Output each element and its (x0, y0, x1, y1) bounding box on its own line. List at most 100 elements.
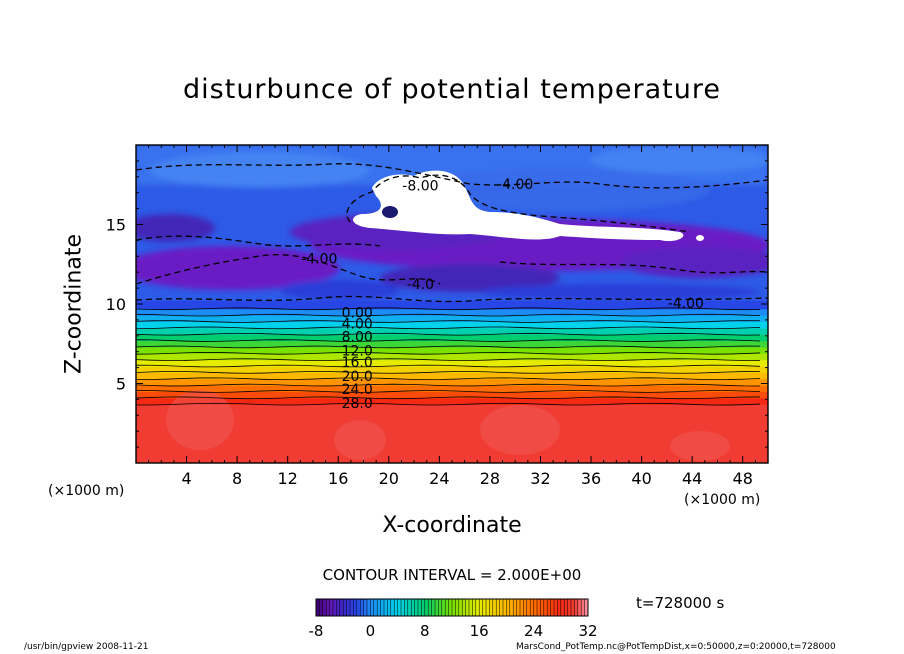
colorbar-cell-71 (557, 599, 562, 616)
time-label: t=728000 s (636, 594, 725, 612)
contour-line-5 (136, 377, 761, 381)
colorbar-cell-28 (411, 599, 415, 616)
chart-title: disturbunce of potential temperature (183, 74, 721, 105)
temperature-band-3 (136, 385, 768, 393)
contour-label-10: 20.0 (342, 369, 373, 385)
contour-line-9 (136, 352, 761, 355)
contour-label-5: 0.00 (342, 306, 373, 322)
colorbar-cell-47 (475, 599, 480, 616)
colorbar-cell-37 (441, 599, 446, 616)
colorbar-cell-45 (469, 599, 473, 616)
colorbar-cell-35 (435, 599, 439, 616)
colorbar-tick-label-0: -8 (309, 622, 324, 640)
warm-layer-streak-0 (166, 390, 234, 450)
x-axis-label: X-coordinate (382, 513, 522, 538)
contour-label-8: 12.0 (342, 344, 373, 360)
colorbar-cell-34 (431, 599, 436, 616)
temperature-band-8 (136, 353, 768, 361)
x-tick-label-36: 36 (581, 469, 601, 488)
temperature-band-12 (136, 327, 768, 335)
colorbar-cell-76 (574, 599, 579, 616)
colorbar-cell-67 (543, 599, 548, 616)
colorbar-cell-74 (567, 599, 572, 616)
colorbar-cell-3 (326, 599, 330, 616)
colorbar-cell-43 (462, 599, 466, 616)
colorbar-cell-66 (540, 599, 545, 616)
y-tick-label-15: 15 (106, 216, 126, 235)
colorbar-cell-54 (499, 599, 504, 616)
contour-line-10 (136, 345, 761, 349)
contour-label-0: -8.00 (402, 178, 438, 194)
contour-label-6: 4.00 (342, 317, 373, 333)
x-tick-label-40: 40 (631, 469, 651, 488)
contour-label-3: -4.00 (668, 296, 704, 312)
warm-layer-streak-2 (480, 405, 560, 455)
x-tick-label-44: 44 (682, 469, 702, 488)
temperature-band-15 (136, 308, 768, 316)
contour-line-6 (136, 371, 761, 374)
plot-area: -8.00 -4.00 -4.00 -4.00 -4.0 0.004.008.0012.0… (136, 145, 768, 463)
contour-line-4 (136, 383, 761, 387)
contour-line-14 (136, 320, 761, 323)
colorbar-cell-72 (560, 599, 565, 616)
contour-line-1 (136, 402, 761, 406)
contour-line-13 (136, 326, 761, 330)
x-tick-label-16: 16 (328, 469, 348, 488)
contour-label-11: 24.0 (342, 382, 373, 398)
colorbar-cell-10 (350, 599, 354, 616)
temperature-bands (136, 300, 768, 463)
colorbar-cell-29 (414, 599, 419, 616)
y-axis-label: Z-coordinate (61, 234, 87, 374)
colorbar-cell-15 (367, 599, 371, 616)
colorbar-tick-label-2: 8 (420, 622, 430, 640)
temperature-band-6 (136, 366, 768, 373)
colorbar-cell-26 (404, 599, 409, 616)
footer-left: /usr/bin/gpview 2008-11-21 (24, 642, 149, 652)
upper-region-blobs (136, 145, 768, 300)
colorbar-cell-40 (452, 599, 456, 616)
colorbar-cell-68 (547, 599, 551, 616)
colorbar-cell-1 (319, 599, 324, 616)
colorbar-cell-52 (492, 599, 497, 616)
negative-contour-0 (136, 295, 768, 303)
x-tick-label-12: 12 (278, 469, 298, 488)
colorbar-cell-48 (479, 599, 483, 616)
negative-contour-2 (136, 163, 768, 189)
colorbar-cell-5 (333, 599, 337, 616)
colorbar-cell-0 (316, 599, 320, 616)
temperature-band-14 (136, 315, 768, 323)
x-tick-label-20: 20 (379, 469, 399, 488)
contour-label-7: 8.00 (342, 329, 373, 345)
warm-layer-streak-1 (334, 420, 386, 460)
colorbar-cell-55 (503, 599, 507, 616)
contour-line-7 (136, 364, 761, 368)
colorbar-cell-19 (380, 599, 385, 616)
colorbar-cell-39 (448, 599, 453, 616)
colorbar-cell-79 (584, 599, 589, 616)
temperature-band-10 (136, 340, 768, 348)
colorbar-cell-65 (537, 599, 541, 616)
colorbar-cell-62 (526, 599, 531, 616)
colorbar-cell-58 (513, 599, 517, 616)
contour-label-4: -4.0 (407, 277, 434, 293)
colorbar-cell-59 (516, 599, 521, 616)
x-tick-label-4: 4 (181, 469, 191, 488)
colorbar-cell-14 (363, 599, 368, 616)
colorbar-cell-12 (356, 599, 361, 616)
colorbar-cell-51 (489, 599, 494, 616)
temperature-band-16 (136, 300, 768, 310)
x-tick-label-24: 24 (429, 469, 449, 488)
colorbar-cell-20 (384, 599, 388, 616)
temperature-band-13 (136, 321, 768, 329)
min-value-region (352, 170, 704, 242)
x-tick-label-48: 48 (733, 469, 753, 488)
temperature-band-1 (136, 397, 768, 405)
colorbar-cell-75 (571, 599, 575, 616)
colorbar-cell-27 (407, 599, 412, 616)
temperature-band-4 (136, 378, 768, 386)
y-tick-label-5: 5 (116, 375, 126, 394)
colorbar-cell-24 (397, 599, 402, 616)
warm-layer-streak-3 (670, 431, 730, 461)
contour-line-12 (136, 332, 761, 336)
